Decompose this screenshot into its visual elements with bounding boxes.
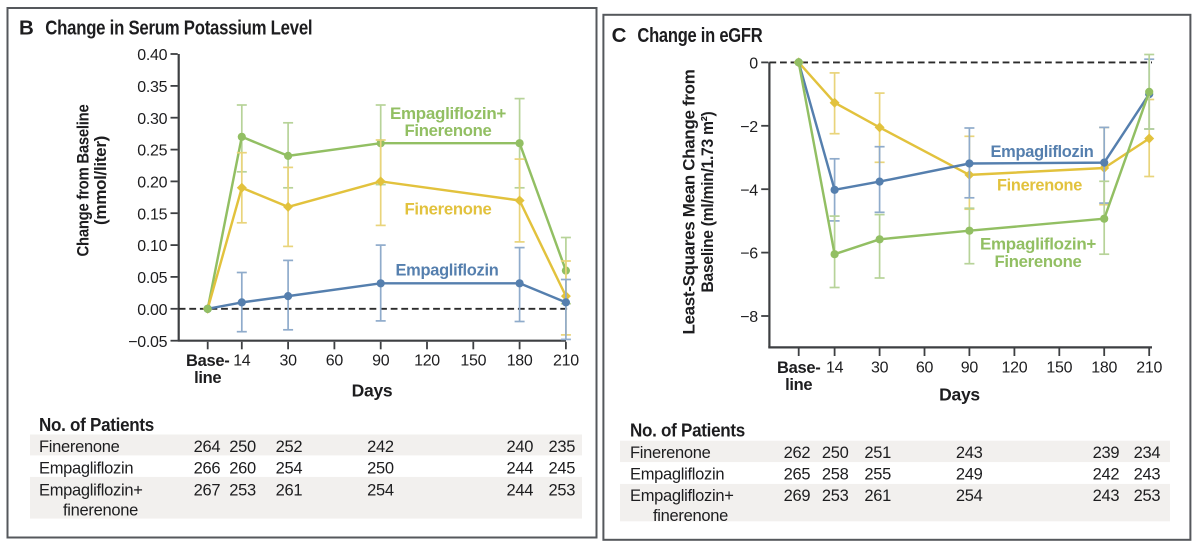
svg-text:Empagliflozin: Empagliflozin: [630, 466, 724, 484]
svg-text:Empagliflozin+: Empagliflozin+: [630, 487, 734, 505]
svg-text:210: 210: [1136, 360, 1162, 377]
svg-text:0.20: 0.20: [137, 175, 167, 192]
svg-text:30: 30: [871, 360, 889, 377]
svg-text:244: 244: [506, 459, 533, 477]
svg-text:Empagliflozin: Empagliflozin: [39, 459, 133, 477]
svg-text:Finerenone: Finerenone: [997, 176, 1082, 195]
svg-text:90: 90: [372, 353, 390, 370]
svg-text:261: 261: [864, 487, 891, 505]
svg-text:243: 243: [1093, 487, 1120, 505]
svg-text:30: 30: [279, 353, 297, 370]
svg-text:finerenone: finerenone: [63, 502, 138, 520]
svg-text:0.40: 0.40: [137, 47, 167, 64]
svg-text:242: 242: [1093, 466, 1120, 484]
svg-text:258: 258: [822, 466, 849, 484]
svg-text:266: 266: [194, 459, 221, 477]
svg-text:250: 250: [229, 438, 256, 456]
svg-text:Change in Serum Potassium Leve: Change in Serum Potassium Level: [45, 17, 312, 39]
svg-text:(mmol/liter): (mmol/liter): [91, 136, 110, 225]
svg-text:262: 262: [784, 444, 811, 462]
svg-text:253: 253: [822, 487, 849, 505]
svg-text:Finerenone: Finerenone: [39, 438, 120, 456]
svg-text:253: 253: [1134, 487, 1161, 505]
svg-text:0.05: 0.05: [137, 270, 167, 287]
svg-text:234: 234: [1134, 444, 1161, 462]
svg-text:0.10: 0.10: [137, 238, 167, 255]
svg-text:0.25: 0.25: [137, 143, 167, 160]
svg-text:Baseline (ml/min/1.73 m²): Baseline (ml/min/1.73 m²): [698, 112, 717, 293]
svg-text:60: 60: [916, 360, 934, 377]
svg-text:Empagliflozin: Empagliflozin: [396, 260, 499, 279]
svg-text:Change in eGFR: Change in eGFR: [637, 25, 763, 47]
svg-text:14: 14: [826, 360, 844, 377]
svg-text:90: 90: [961, 360, 979, 377]
svg-text:finerenone: finerenone: [653, 507, 728, 525]
svg-text:252: 252: [276, 438, 303, 456]
svg-text:C: C: [612, 24, 627, 47]
svg-text:249: 249: [956, 466, 983, 484]
svg-text:Finerenone: Finerenone: [995, 252, 1082, 271]
svg-text:253: 253: [548, 481, 575, 499]
svg-text:0.35: 0.35: [137, 79, 167, 96]
svg-text:Base-: Base-: [186, 352, 229, 370]
svg-text:Empagliflozin: Empagliflozin: [991, 142, 1094, 161]
svg-text:255: 255: [864, 466, 891, 484]
svg-text:269: 269: [784, 487, 811, 505]
svg-text:180: 180: [1091, 360, 1117, 377]
svg-text:242: 242: [367, 438, 394, 456]
svg-text:No. of Patients: No. of Patients: [630, 420, 745, 440]
svg-text:261: 261: [276, 481, 303, 499]
svg-text:267: 267: [194, 481, 221, 499]
svg-text:−4: −4: [740, 182, 758, 199]
svg-text:239: 239: [1093, 444, 1120, 462]
svg-text:−6: −6: [740, 246, 758, 263]
svg-text:264: 264: [194, 438, 221, 456]
svg-text:−8: −8: [740, 309, 758, 326]
svg-text:210: 210: [553, 353, 579, 370]
svg-text:0.00: 0.00: [137, 302, 167, 319]
svg-text:−0.05: −0.05: [128, 334, 167, 351]
svg-text:Finerenone: Finerenone: [405, 121, 492, 140]
svg-text:250: 250: [367, 459, 394, 477]
svg-text:60: 60: [326, 353, 344, 370]
svg-text:Empagliflozin+: Empagliflozin+: [390, 104, 506, 123]
svg-text:Least-Squares Mean Change from: Least-Squares Mean Change from: [680, 69, 699, 334]
svg-text:line: line: [785, 376, 812, 394]
svg-text:254: 254: [956, 487, 983, 505]
svg-text:line: line: [194, 369, 221, 387]
svg-text:244: 244: [506, 481, 533, 499]
svg-text:254: 254: [276, 459, 303, 477]
svg-text:120: 120: [1002, 360, 1028, 377]
svg-text:120: 120: [414, 353, 440, 370]
svg-text:−2: −2: [740, 119, 758, 136]
svg-text:Finerenone: Finerenone: [405, 200, 492, 219]
svg-text:No. of Patients: No. of Patients: [39, 415, 154, 435]
svg-text:Empagliflozin+: Empagliflozin+: [39, 481, 143, 499]
svg-text:180: 180: [507, 353, 533, 370]
svg-text:Finerenone: Finerenone: [630, 444, 711, 462]
svg-text:B: B: [19, 16, 34, 39]
svg-text:250: 250: [822, 444, 849, 462]
svg-text:245: 245: [548, 459, 575, 477]
svg-text:150: 150: [1046, 360, 1072, 377]
svg-text:265: 265: [784, 466, 811, 484]
svg-text:Base-: Base-: [777, 359, 820, 377]
svg-text:Days: Days: [939, 384, 980, 404]
svg-text:235: 235: [548, 438, 575, 456]
svg-text:260: 260: [229, 459, 256, 477]
svg-text:14: 14: [233, 353, 251, 370]
svg-text:251: 251: [864, 444, 891, 462]
svg-text:240: 240: [506, 438, 533, 456]
svg-text:150: 150: [460, 353, 486, 370]
svg-text:0: 0: [749, 56, 758, 73]
svg-text:254: 254: [367, 481, 394, 499]
svg-text:0.15: 0.15: [137, 206, 167, 223]
svg-text:0.30: 0.30: [137, 111, 167, 128]
svg-text:243: 243: [956, 444, 983, 462]
svg-text:253: 253: [229, 481, 256, 499]
svg-text:Days: Days: [352, 381, 393, 401]
svg-text:Change from Baseline: Change from Baseline: [74, 105, 93, 257]
svg-text:243: 243: [1134, 466, 1161, 484]
svg-text:Empagliflozin+: Empagliflozin+: [980, 235, 1096, 254]
